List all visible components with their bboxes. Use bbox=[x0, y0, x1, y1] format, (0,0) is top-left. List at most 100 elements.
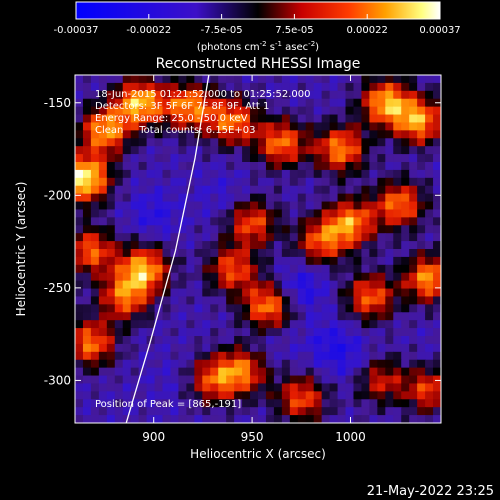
heatmap-cell bbox=[258, 154, 267, 163]
heatmap-cell bbox=[433, 264, 441, 274]
heatmap-cell bbox=[75, 233, 84, 242]
heatmap-cell bbox=[329, 217, 339, 226]
heatmap-cell bbox=[194, 375, 203, 385]
heatmap-cell bbox=[417, 241, 426, 250]
heatmap-cell bbox=[178, 130, 187, 139]
heatmap-cell bbox=[297, 256, 307, 266]
heatmap-cell bbox=[433, 375, 441, 385]
heatmap-cell bbox=[114, 201, 124, 211]
heatmap-cell bbox=[106, 130, 116, 139]
heatmap-cell bbox=[226, 320, 235, 329]
heatmap-cell bbox=[242, 328, 251, 337]
heatmap-cell bbox=[297, 114, 307, 124]
heatmap-cell bbox=[258, 114, 267, 124]
heatmap-cell bbox=[401, 82, 410, 92]
heatmap-cell bbox=[393, 201, 402, 211]
heatmap-cell bbox=[393, 367, 402, 377]
heatmap-cell bbox=[106, 122, 116, 131]
heatmap-cell bbox=[210, 106, 219, 116]
heatmap-cell bbox=[178, 114, 187, 124]
heatmap-cell bbox=[393, 146, 402, 155]
heatmap-cell bbox=[162, 288, 172, 298]
heatmap-cell bbox=[170, 169, 180, 179]
heatmap-cell bbox=[234, 272, 243, 282]
heatmap-cell bbox=[297, 154, 307, 163]
heatmap-cell bbox=[106, 407, 116, 416]
heatmap-cell bbox=[345, 233, 355, 242]
heatmap-cell bbox=[353, 225, 363, 234]
heatmap-cell bbox=[242, 407, 251, 416]
heatmap-cell bbox=[242, 177, 251, 187]
heatmap-cell bbox=[345, 296, 355, 305]
heatmap-cell bbox=[162, 375, 172, 385]
heatmap-cell bbox=[106, 82, 116, 92]
heatmap-cell bbox=[273, 122, 283, 131]
heatmap-cell bbox=[337, 391, 347, 400]
heatmap-cell bbox=[433, 280, 441, 290]
heatmap-cell bbox=[265, 391, 275, 400]
heatmap-cell bbox=[98, 407, 108, 416]
heatmap-cell bbox=[353, 383, 363, 392]
heatmap-cell bbox=[401, 209, 410, 218]
heatmap-cell bbox=[393, 256, 402, 266]
heatmap-cell bbox=[210, 375, 219, 385]
heatmap-cell bbox=[377, 359, 386, 369]
heatmap-cell bbox=[98, 280, 108, 290]
heatmap-cell bbox=[425, 146, 434, 155]
heatmap-cell bbox=[321, 407, 331, 416]
heatmap-cell bbox=[186, 336, 195, 345]
heatmap-cell bbox=[226, 399, 235, 408]
heatmap-cell bbox=[425, 82, 434, 92]
heatmap-cell bbox=[226, 280, 235, 290]
heatmap-cell bbox=[329, 399, 339, 408]
heatmap-cell bbox=[321, 272, 331, 282]
heatmap-cell bbox=[297, 272, 307, 282]
heatmap-cell bbox=[106, 169, 116, 179]
heatmap-cell bbox=[98, 193, 108, 203]
heatmap-cell bbox=[369, 320, 378, 329]
heatmap-cell bbox=[250, 106, 259, 116]
heatmap-cell bbox=[425, 328, 434, 337]
heatmap-cell bbox=[114, 249, 124, 258]
heatmap-cell bbox=[90, 209, 100, 218]
heatmap-cell bbox=[377, 249, 386, 258]
heatmap-cell bbox=[114, 320, 124, 329]
heatmap-cell bbox=[289, 312, 299, 321]
heatmap-cell bbox=[130, 328, 140, 337]
heatmap-cell bbox=[265, 336, 275, 345]
heatmap-cell bbox=[170, 272, 180, 282]
heatmap-cell bbox=[82, 98, 92, 108]
heatmap-cell bbox=[162, 383, 172, 392]
heatmap-cell bbox=[345, 169, 355, 179]
heatmap-cell bbox=[258, 225, 267, 234]
heatmap-cell bbox=[82, 193, 92, 203]
heatmap-cell bbox=[90, 336, 100, 345]
heatmap-cell bbox=[226, 383, 235, 392]
heatmap-cell bbox=[234, 415, 243, 423]
heatmap-cell bbox=[409, 130, 418, 139]
heatmap-cell bbox=[122, 375, 132, 385]
heatmap-cell bbox=[329, 288, 339, 298]
heatmap-cell bbox=[146, 146, 156, 155]
heatmap-cell bbox=[154, 383, 164, 392]
heatmap-cell bbox=[210, 233, 219, 242]
heatmap-cell bbox=[297, 280, 307, 290]
heatmap-cell bbox=[353, 98, 363, 108]
heatmap-cell bbox=[218, 399, 227, 408]
heatmap-cell bbox=[433, 359, 441, 369]
heatmap-cell bbox=[154, 82, 164, 92]
heatmap-cell bbox=[321, 367, 331, 377]
heatmap-cell bbox=[234, 359, 243, 369]
heatmap-cell bbox=[82, 225, 92, 234]
heatmap-cell bbox=[329, 154, 339, 163]
heatmap-cell bbox=[122, 351, 132, 361]
heatmap-cell bbox=[345, 415, 355, 423]
heatmap-cell bbox=[250, 114, 259, 124]
heatmap-cell bbox=[329, 312, 339, 321]
heatmap-cell bbox=[305, 249, 315, 258]
heatmap-cell bbox=[337, 249, 347, 258]
heatmap-cell bbox=[353, 399, 363, 408]
heatmap-cell bbox=[265, 359, 275, 369]
heatmap-cell bbox=[297, 249, 307, 258]
heatmap-cell bbox=[401, 130, 410, 139]
